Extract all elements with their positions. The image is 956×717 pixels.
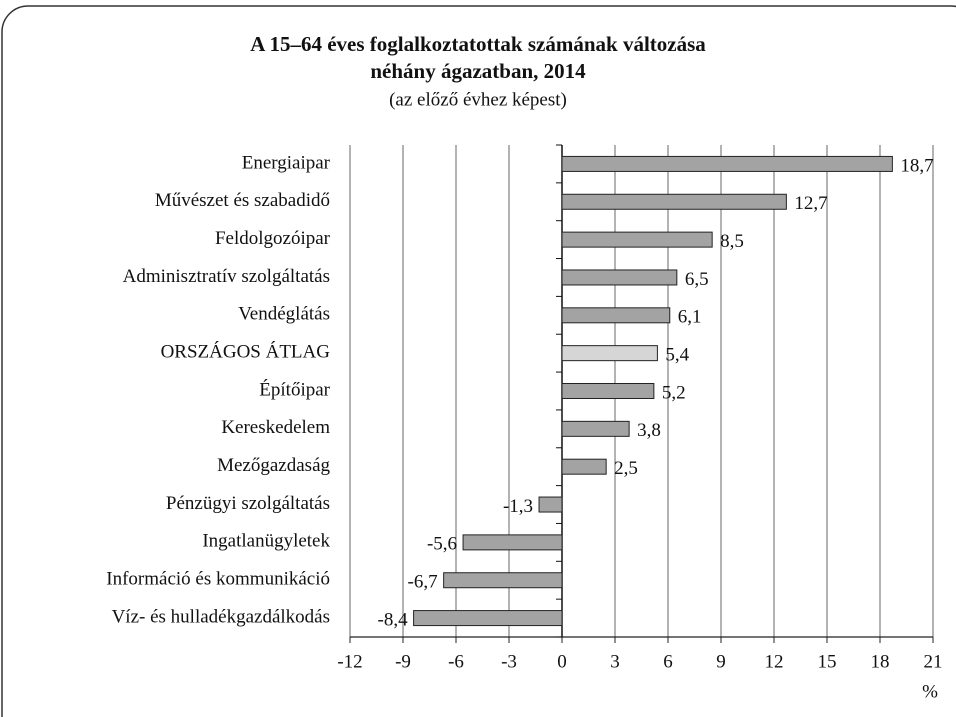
y-tick-label: Feldolgozóipar (215, 228, 331, 249)
y-tick-label: Mezőgazdaság (217, 455, 330, 476)
frame (1, 5, 956, 717)
y-tick-label: Adminisztratív szolgáltatás (123, 266, 330, 287)
x-tick-label: 6 (663, 651, 673, 672)
y-tick-label: Pénzügyi szolgáltatás (166, 493, 330, 514)
bar (413, 610, 563, 627)
x-tick-label: 18 (871, 651, 890, 672)
value-label: 5,2 (662, 382, 686, 403)
value-label: 3,8 (637, 420, 661, 441)
y-tick-label: Építőipar (259, 378, 330, 400)
y-tick-label: Információ és kommunikáció (106, 569, 330, 590)
y-tick-label: Vendéglátás (238, 304, 330, 325)
y-tick-label: Energiaipar (242, 152, 331, 173)
y-tick-label: Víz- és hulladékgazdálkodás (112, 606, 330, 627)
x-axis-label: % (922, 681, 938, 702)
bar (561, 307, 671, 324)
y-tick-label: Művészet és szabadidő (155, 190, 330, 211)
value-label: -5,6 (427, 534, 457, 555)
value-label: -6,7 (408, 572, 438, 593)
value-label: -8,4 (378, 609, 409, 630)
x-tick-label: 3 (610, 651, 620, 672)
bar (443, 572, 563, 589)
y-tick-label: Ingatlanügyletek (202, 531, 330, 552)
x-tick-label: 21 (924, 651, 943, 672)
x-tick-label: 12 (765, 651, 784, 672)
x-tick-label: -12 (337, 651, 362, 672)
value-label: 2,5 (614, 458, 638, 479)
bar (561, 193, 787, 210)
value-label: -1,3 (503, 496, 533, 517)
bar (561, 155, 893, 172)
value-label: 8,5 (720, 231, 744, 252)
x-tick-label: -3 (501, 651, 517, 672)
bar (561, 420, 630, 437)
bar (561, 231, 713, 248)
x-tick-label: 15 (818, 651, 837, 672)
value-label: 5,4 (665, 345, 689, 366)
x-tick-label: 9 (716, 651, 726, 672)
bar (561, 269, 678, 286)
bar (538, 496, 563, 513)
x-tick-label: -9 (395, 651, 411, 672)
bar (462, 534, 563, 551)
value-label: 18,7 (900, 155, 933, 176)
chart-subtitle: (az előző évhez képest) (389, 89, 567, 110)
chart-title: A 15–64 éves foglalkoztatottak számának … (250, 32, 706, 56)
value-label: 6,1 (678, 307, 702, 328)
bar (561, 458, 607, 475)
x-tick-label: -6 (448, 651, 464, 672)
y-tick-label: ORSZÁGOS ÁTLAG (161, 341, 331, 363)
value-label: 12,7 (794, 193, 827, 214)
x-tick-label: 0 (557, 651, 567, 672)
bar (561, 383, 655, 399)
bar (561, 345, 658, 362)
y-tick-label: Kereskedelem (221, 417, 330, 438)
value-label: 6,5 (685, 269, 709, 290)
chart-title: néhány ágazatban, 2014 (370, 59, 586, 83)
